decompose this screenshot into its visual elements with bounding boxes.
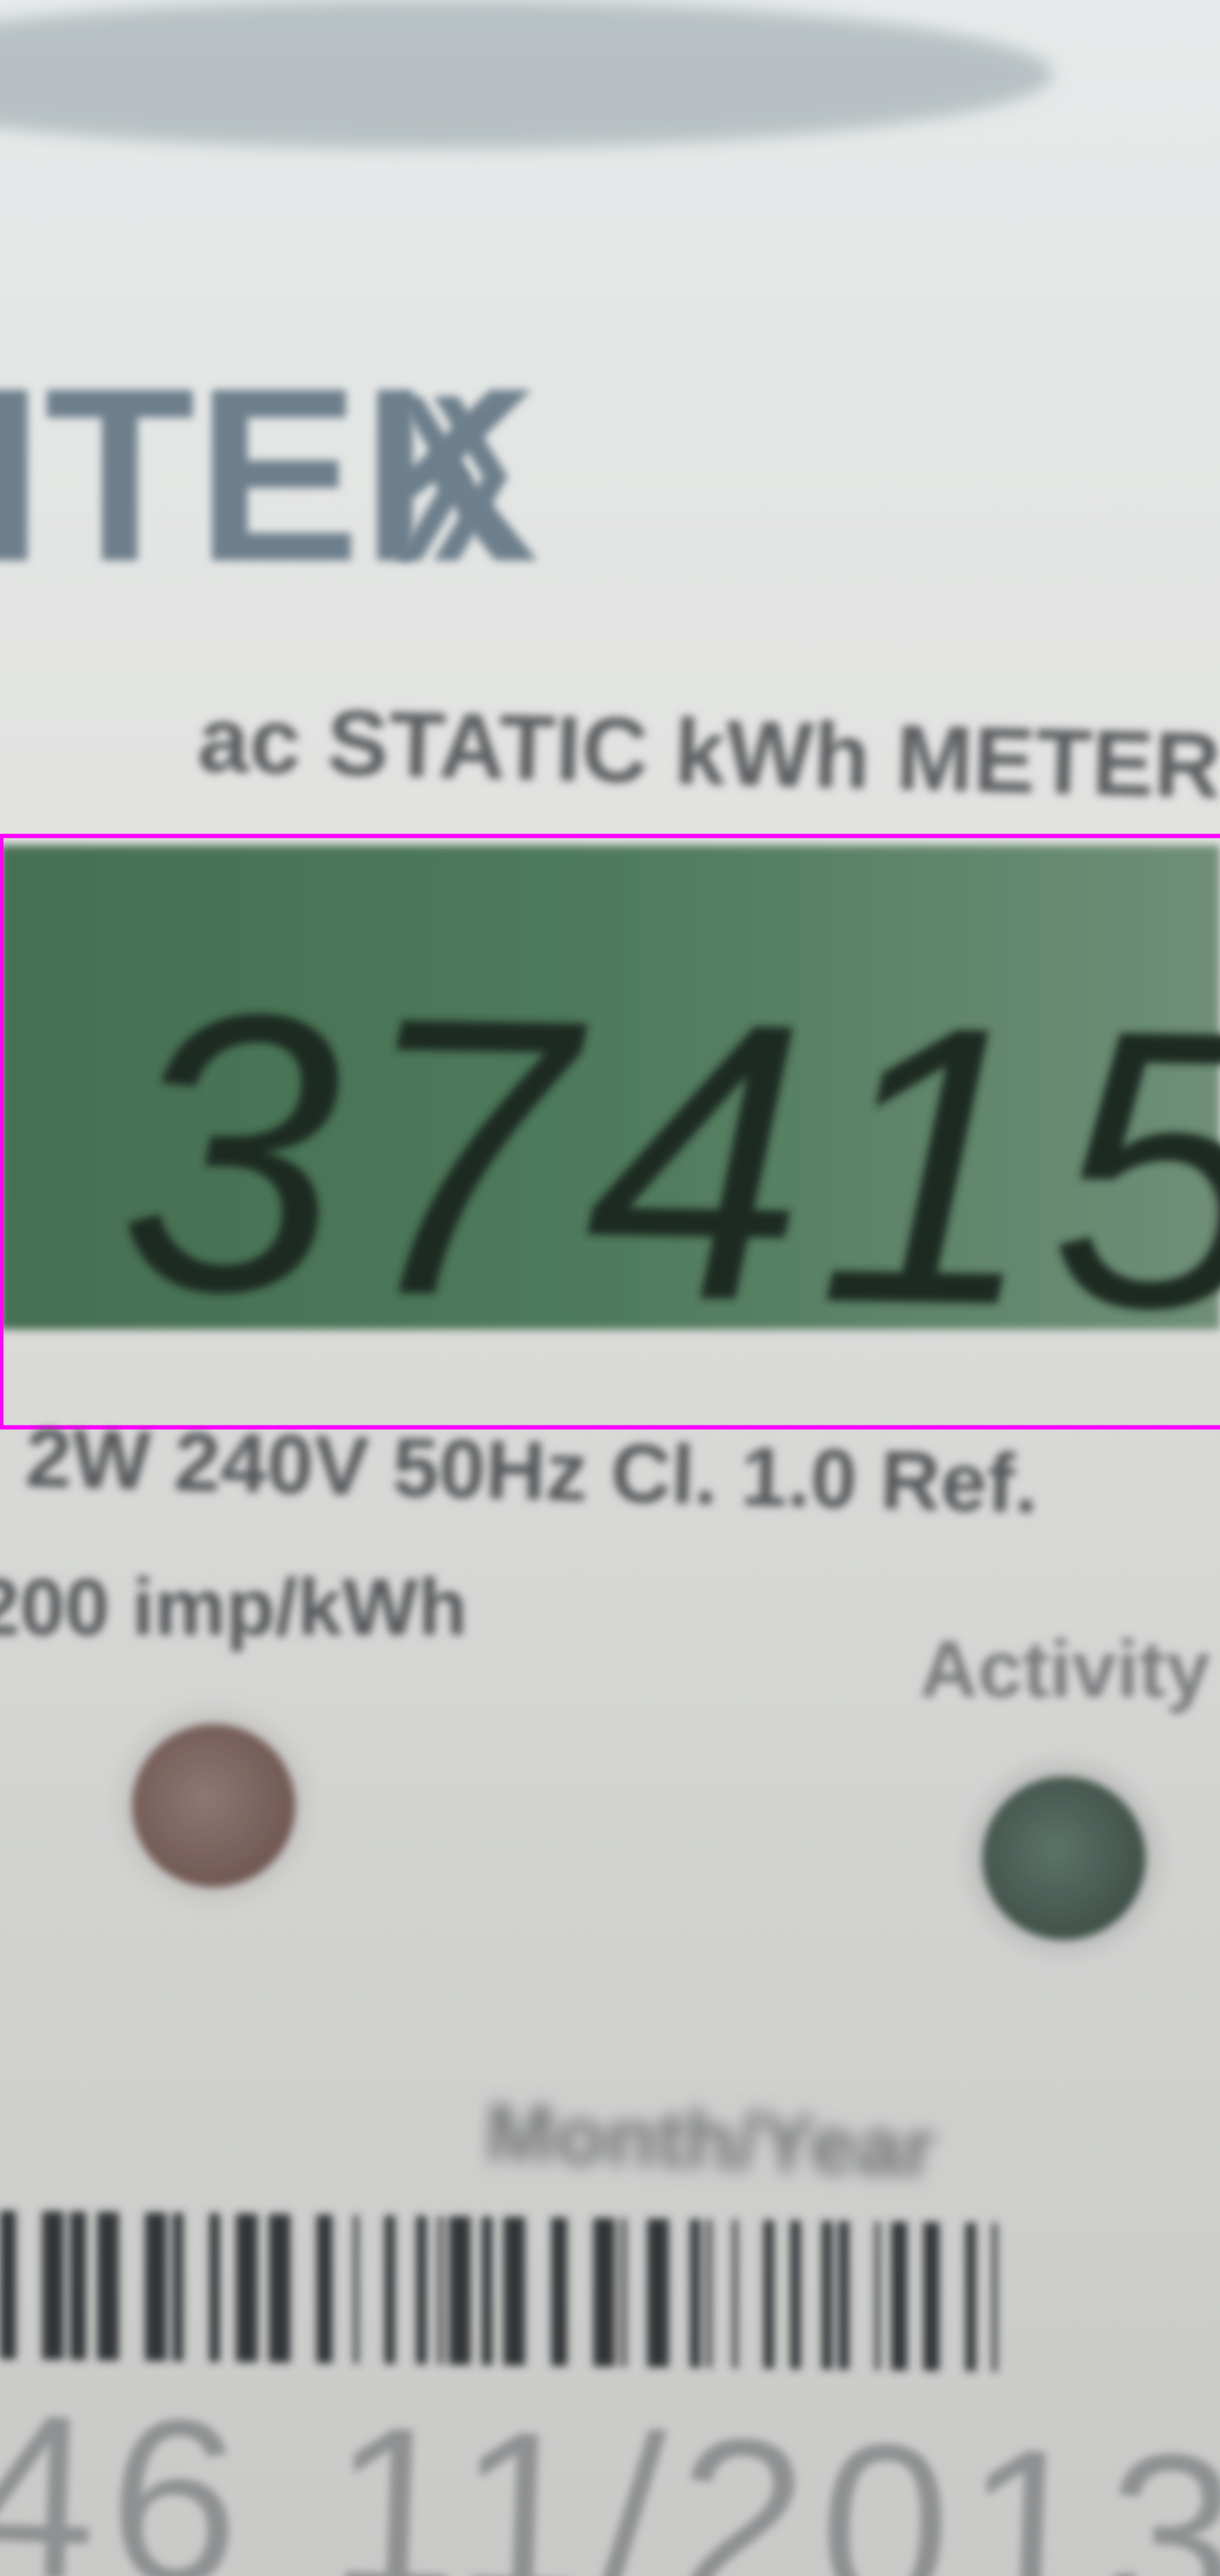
- barcode-bar: [764, 2220, 774, 2369]
- barcode-bar: [173, 2213, 183, 2362]
- barcode-bar: [316, 2214, 333, 2364]
- barcode-bar: [733, 2219, 738, 2369]
- lcd-display: [0, 845, 1220, 1329]
- barcode-bar: [145, 2212, 167, 2361]
- barcode-bar: [449, 2216, 471, 2365]
- barcode-bar: [790, 2220, 801, 2369]
- highlight-box: [0, 833, 1220, 1430]
- barcode-bar: [70, 2211, 86, 2361]
- barcode-bar: [891, 2221, 907, 2370]
- barcode-bar: [690, 2219, 700, 2368]
- barcode-bar: [416, 2216, 427, 2365]
- led-label: Activity: [920, 1624, 1211, 1714]
- barcode-bar: [42, 2211, 64, 2360]
- barcode-bar: [593, 2217, 615, 2367]
- barcode-bar: [875, 2221, 880, 2370]
- barcode-bar: [839, 2221, 849, 2370]
- meter-reading: 37415: [116, 929, 1220, 1393]
- barcode-bar: [236, 2213, 258, 2362]
- barcode-bar: [438, 2216, 443, 2365]
- barcode-bar: [269, 2214, 290, 2363]
- date-label: Month/Year: [484, 2086, 937, 2195]
- pulse-led: [132, 1724, 295, 1887]
- barcode-bar: [482, 2216, 492, 2365]
- barcode-bar: [822, 2221, 832, 2370]
- brand-chevron: [396, 396, 508, 560]
- barcode-bar: [923, 2222, 939, 2371]
- barcode-bar: [385, 2215, 395, 2364]
- barcode-bar: [965, 2222, 976, 2372]
- barcode-bar: [551, 2217, 567, 2367]
- barcode-bar: [503, 2217, 525, 2366]
- impulse-rate: 200 imp/kWh: [0, 1562, 468, 1652]
- barcode-bar: [647, 2218, 669, 2367]
- barcode-bar: [621, 2218, 626, 2367]
- barcode-bar: [354, 2215, 359, 2364]
- barcode-bar: [707, 2219, 712, 2369]
- glare-top: [0, 0, 1053, 149]
- activity-led: [982, 1777, 1146, 1940]
- barcode-bar: [992, 2222, 997, 2372]
- barcode-bar: [97, 2211, 119, 2361]
- barcode-bar: [209, 2213, 220, 2362]
- barcode: [0, 2211, 997, 2372]
- barcode-bar: [0, 2211, 16, 2359]
